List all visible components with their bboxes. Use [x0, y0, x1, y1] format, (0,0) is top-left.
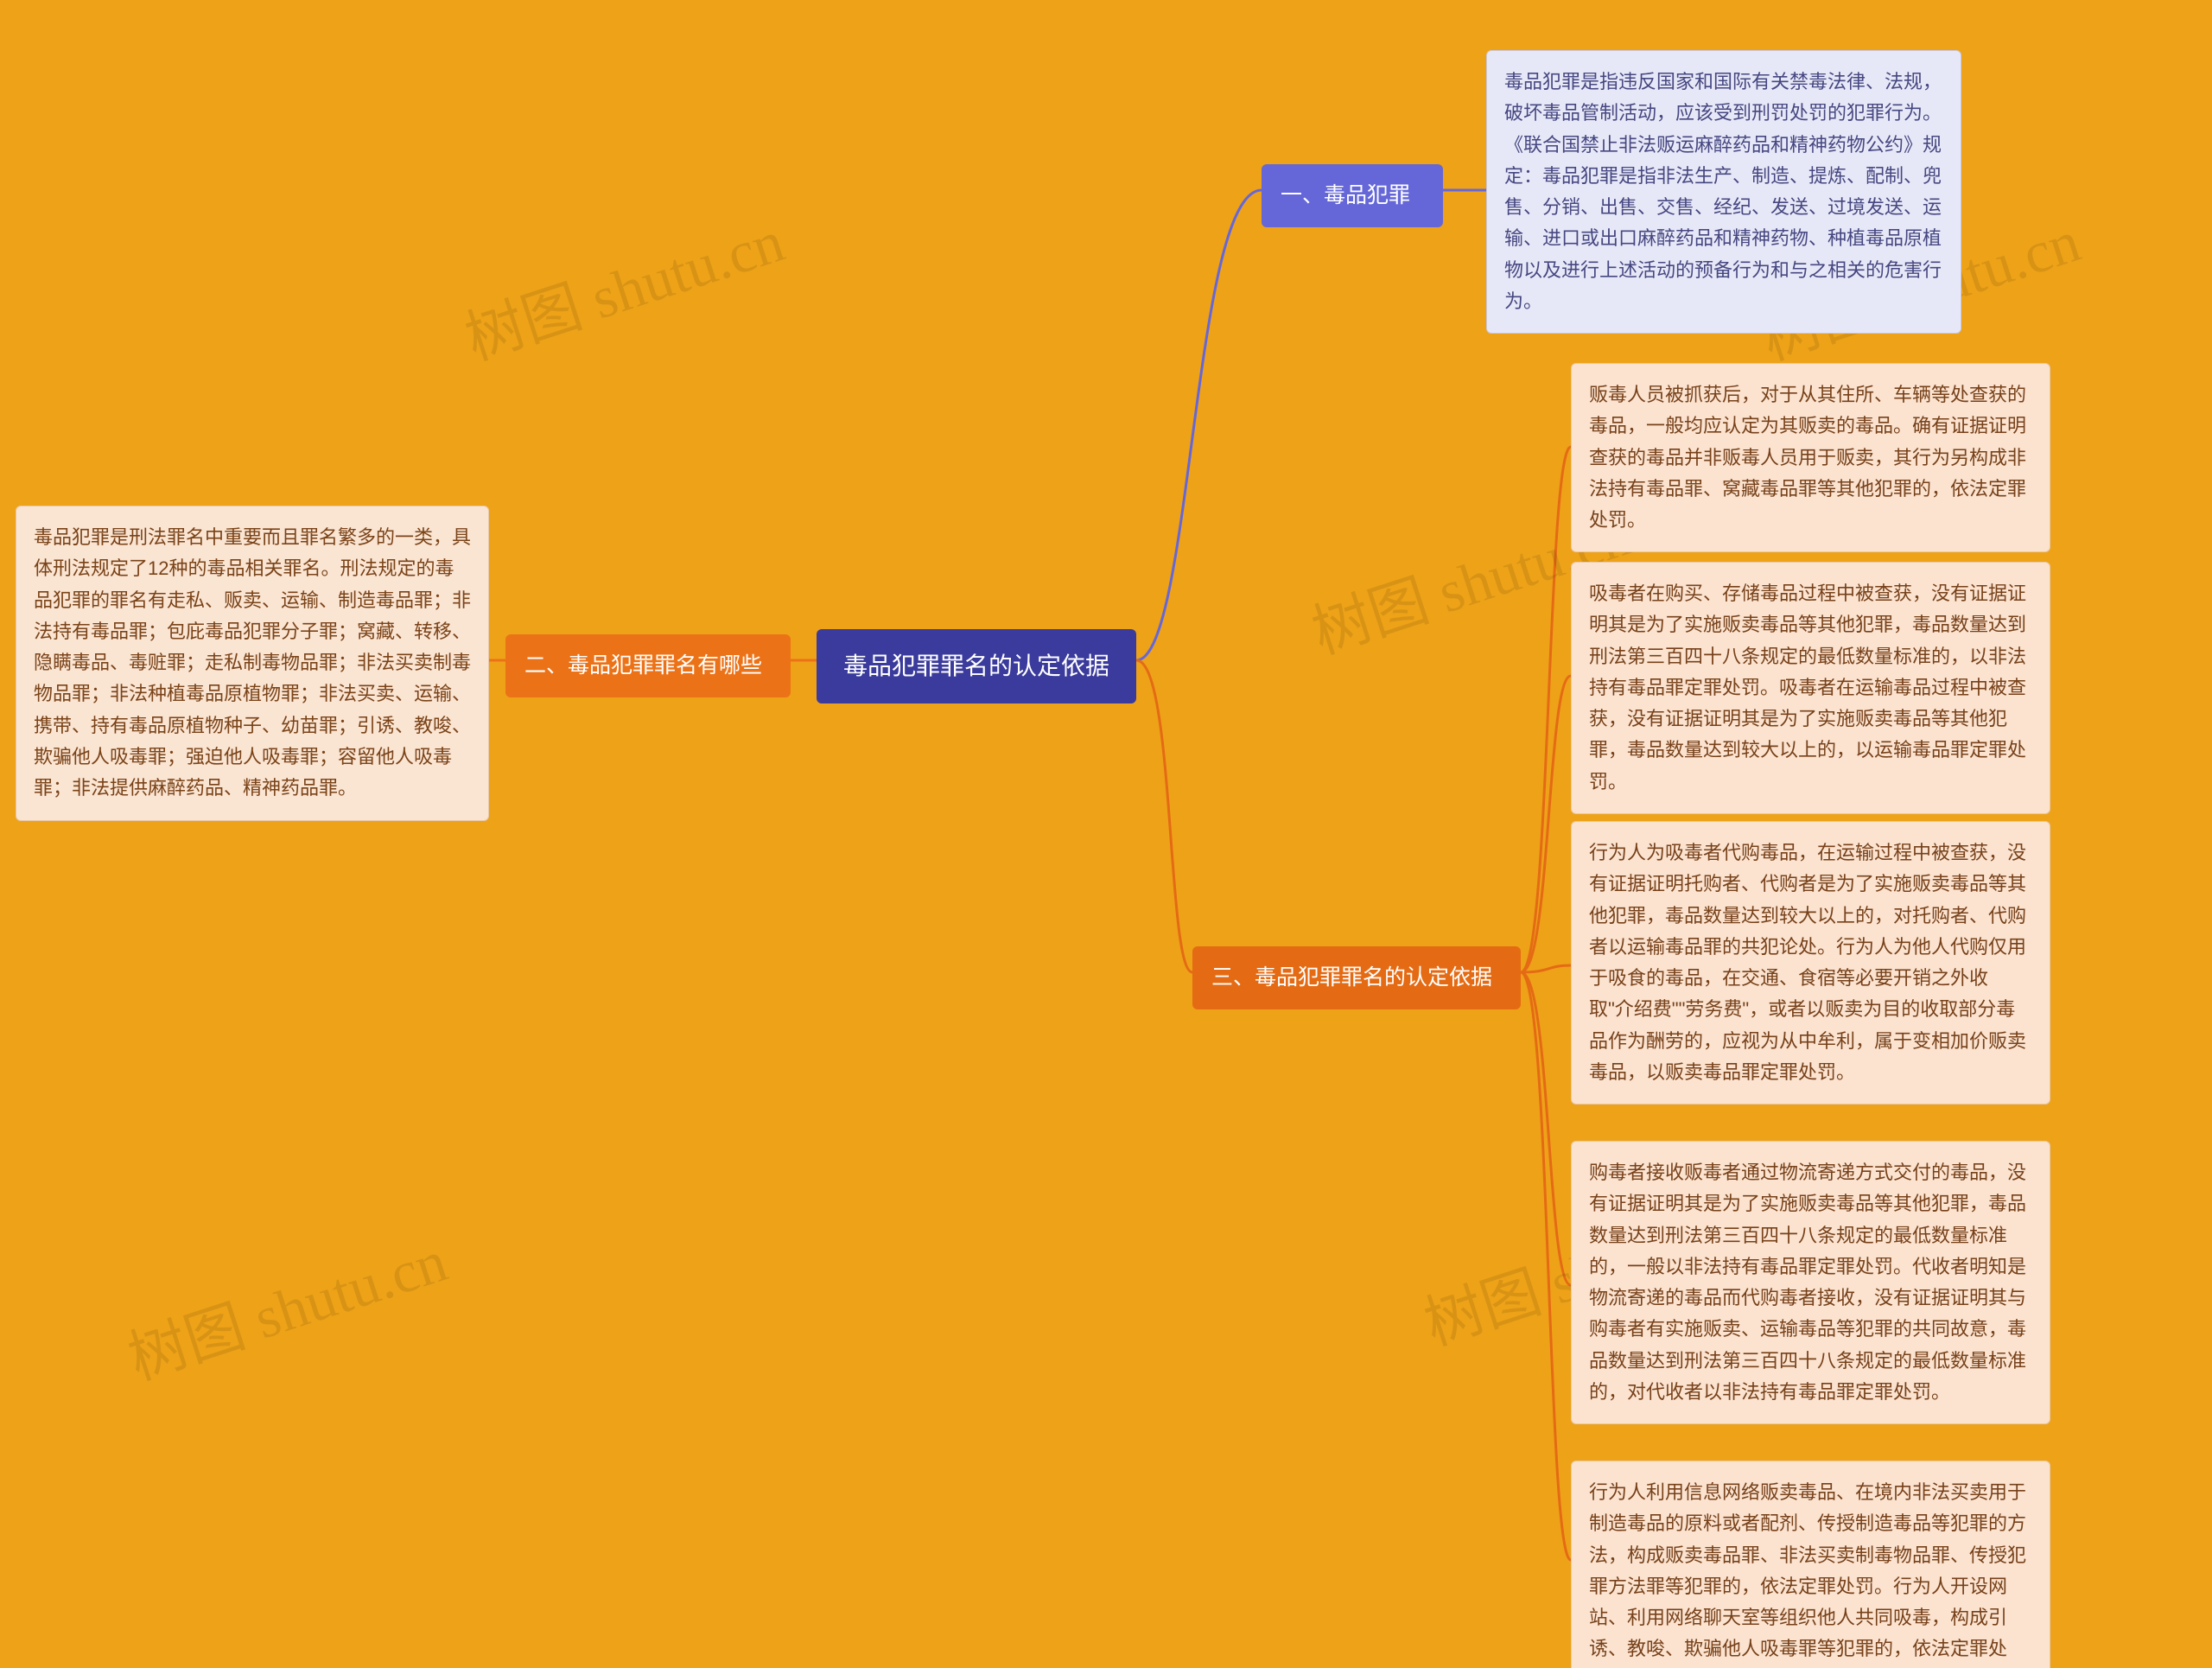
branch-label: 一、毒品犯罪	[1281, 183, 1410, 207]
branch-b2[interactable]: 二、毒品犯罪罪名有哪些	[505, 634, 791, 697]
leaf-text: 贩毒人员被抓获后，对于从其住所、车辆等处查获的毒品，一般均应认定为其贩卖的毒品。…	[1589, 384, 2026, 531]
root-label: 毒品犯罪罪名的认定依据	[843, 653, 1109, 679]
branch-b3[interactable]: 三、毒品犯罪罪名的认定依据	[1192, 946, 1521, 1009]
watermark: 树图 shutu.cn	[116, 1213, 455, 1396]
leaf-b1-0[interactable]: 毒品犯罪是指违反国家和国际有关禁毒法律、法规，破坏毒品管制活动，应该受到刑罚处罚…	[1486, 50, 1961, 334]
branch-label: 二、毒品犯罪罪名有哪些	[524, 653, 762, 678]
leaf-text: 毒品犯罪是指违反国家和国际有关禁毒法律、法规，破坏毒品管制活动，应该受到刑罚处罚…	[1504, 71, 1942, 312]
leaf-text: 吸毒者在购买、存储毒品过程中被查获，没有证据证明其是为了实施贩卖毒品等其他犯罪，…	[1589, 583, 2026, 793]
leaf-text: 毒品犯罪是刑法罪名中重要而且罪名繁多的一类，具体刑法规定了12种的毒品相关罪名。…	[34, 526, 471, 799]
leaf-b3-3[interactable]: 购毒者接收贩毒者通过物流寄递方式交付的毒品，没有证据证明其是为了实施贩卖毒品等其…	[1571, 1141, 2050, 1424]
leaf-b3-2[interactable]: 行为人为吸毒者代购毒品，在运输过程中被查获，没有证据证明托购者、代购者是为了实施…	[1571, 821, 2050, 1105]
leaf-text: 行为人利用信息网络贩卖毒品、在境内非法买卖用于制造毒品的原料或者配剂、传授制造毒…	[1589, 1481, 2026, 1668]
leaf-b3-4[interactable]: 行为人利用信息网络贩卖毒品、在境内非法买卖用于制造毒品的原料或者配剂、传授制造毒…	[1571, 1461, 2050, 1668]
leaf-b3-0[interactable]: 贩毒人员被抓获后，对于从其住所、车辆等处查获的毒品，一般均应认定为其贩卖的毒品。…	[1571, 363, 2050, 552]
branch-label: 三、毒品犯罪罪名的认定依据	[1211, 965, 1492, 990]
leaf-text: 购毒者接收贩毒者通过物流寄递方式交付的毒品，没有证据证明其是为了实施贩卖毒品等其…	[1589, 1162, 2026, 1403]
watermark: 树图 shutu.cn	[453, 193, 792, 376]
leaf-b2-0[interactable]: 毒品犯罪是刑法罪名中重要而且罪名繁多的一类，具体刑法规定了12种的毒品相关罪名。…	[16, 506, 489, 821]
branch-b1[interactable]: 一、毒品犯罪	[1262, 164, 1443, 227]
root-node[interactable]: 毒品犯罪罪名的认定依据	[817, 629, 1136, 703]
leaf-b3-1[interactable]: 吸毒者在购买、存储毒品过程中被查获，没有证据证明其是为了实施贩卖毒品等其他犯罪，…	[1571, 562, 2050, 814]
leaf-text: 行为人为吸毒者代购毒品，在运输过程中被查获，没有证据证明托购者、代购者是为了实施…	[1589, 842, 2026, 1083]
